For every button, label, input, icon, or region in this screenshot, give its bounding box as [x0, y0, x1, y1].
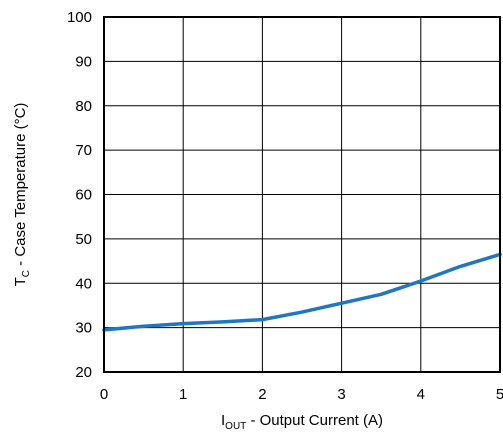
x-axis-label-rest: - Output Current (A) — [246, 412, 383, 429]
y-axis-label-rest: - Case Temperature (°C) — [12, 103, 29, 270]
y-tick-label: 60 — [75, 187, 92, 204]
x-axis-label-subscript: OUT — [225, 421, 246, 432]
x-tick-label: 5 — [496, 386, 503, 403]
y-axis-label-subscript: C — [21, 270, 32, 277]
y-tick-label: 20 — [75, 364, 92, 381]
y-tick-label: 70 — [75, 142, 92, 159]
y-tick-label: 100 — [67, 9, 92, 26]
y-tick-label: 30 — [75, 320, 92, 337]
x-tick-label: 4 — [417, 386, 425, 403]
y-axis-label: TC - Case Temperature (°C) — [12, 103, 32, 287]
y-tick-label: 40 — [75, 275, 92, 292]
grid-lines — [104, 17, 500, 372]
y-axis-label-main: T — [12, 277, 29, 286]
x-axis-label-main: I — [221, 412, 225, 429]
x-tick-label: 2 — [258, 386, 266, 403]
plot-frame — [103, 16, 501, 373]
x-tick-labels: 0 1 2 3 4 5 — [100, 386, 503, 403]
y-tick-label: 80 — [75, 98, 92, 115]
x-tick-label: 0 — [100, 386, 108, 403]
y-tick-label: 50 — [75, 231, 92, 248]
x-tick-label: 3 — [337, 386, 345, 403]
x-axis-label: IOUT - Output Current (A) — [221, 412, 383, 432]
y-tick-labels: 20 30 40 50 60 70 80 90 100 — [67, 9, 92, 381]
x-tick-label: 1 — [179, 386, 187, 403]
series-line-0 — [102, 252, 502, 332]
series-layer — [102, 252, 502, 332]
y-tick-label: 90 — [75, 53, 92, 70]
